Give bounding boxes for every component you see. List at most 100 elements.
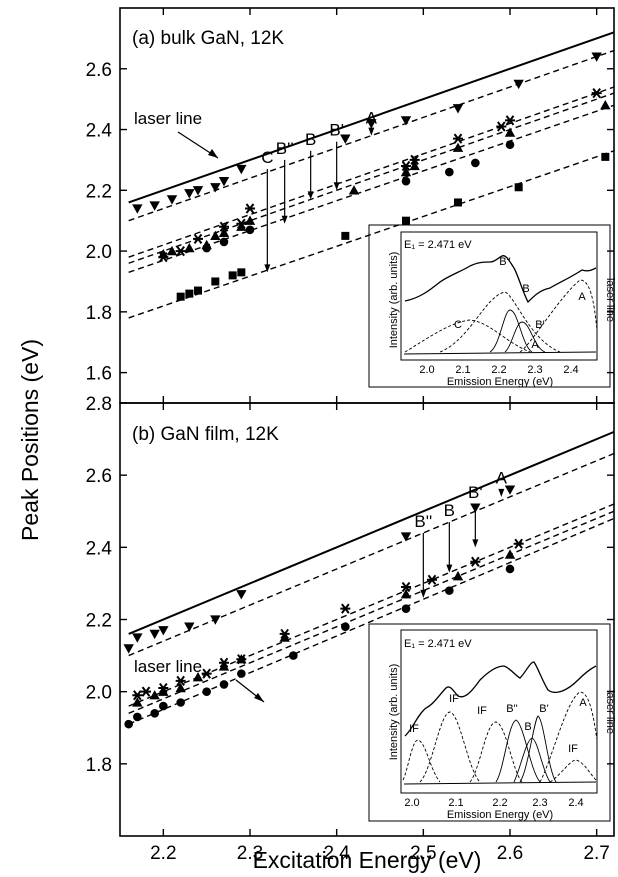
panel-a-fit-line <box>128 104 615 274</box>
panel-a-data-point <box>402 216 410 225</box>
panel-a-data-point <box>341 231 350 240</box>
panel-b-inset-ylabel: Intensity (arb. units) <box>388 664 400 761</box>
panel-a-inset-xtick: 2.0 <box>419 364 434 376</box>
x-tick-label: 2.5 <box>410 843 436 864</box>
panel-b-inset-baseline <box>403 781 597 785</box>
panel-a-inset-peak-curve <box>404 319 531 353</box>
panel-b-fit-line <box>128 517 615 725</box>
panel-a-inset-spectrum <box>404 255 597 304</box>
panel-b-inset-plot <box>400 629 598 794</box>
panel-a-data-point <box>149 201 160 211</box>
panel-b-y-tick-label: 2.6 <box>86 466 112 487</box>
panel-b-inset-xlabel: Emission Energy (eV) <box>447 809 553 821</box>
panel-b-data-point <box>132 633 143 643</box>
panel-a-data-point <box>194 286 202 295</box>
panel-a-inset-xtick: 2.4 <box>563 364 578 376</box>
panel-a-data-point <box>185 289 194 298</box>
panel-a-data-point <box>514 183 523 192</box>
panel-b-inset-xtick: 2.4 <box>568 797 583 809</box>
panel-a-data-point <box>218 227 230 238</box>
panel-a-data-point <box>445 167 454 177</box>
panel-b-inset-xtick: 2.1 <box>448 797 463 809</box>
panel-a-data-point <box>601 152 610 161</box>
panel-b-y-tick-label: 2.0 <box>86 683 112 704</box>
panel-a-data-point <box>505 140 515 150</box>
panel-a-inset: E₁ = 2.471 eV Intensity (arb. units) las… <box>368 224 616 388</box>
panel-a-annotation-arrowhead <box>281 215 288 224</box>
panel-a-y-tick-label: 2.0 <box>86 242 112 263</box>
panel-b-fit-line <box>128 503 615 707</box>
panel-a-data-point <box>218 177 230 187</box>
panel-b-data-point <box>175 682 186 693</box>
panel-b-inset-peak-label: A <box>579 697 587 709</box>
panel-a-data-point <box>158 248 169 259</box>
panel-b-inset-peak-label: IF <box>449 693 459 705</box>
panel-a-label: (a) bulk GaN, 12K <box>132 28 284 49</box>
panel-a-inset-peak-label: B <box>522 283 529 295</box>
panel-b-data-point <box>158 626 169 636</box>
panel-b-data-point <box>505 564 515 574</box>
panel-a-inset-peak-curve <box>489 309 533 353</box>
panel-b-y-tick-label: 2.2 <box>86 611 112 632</box>
panel-a-data-point <box>211 277 220 286</box>
panel-b-data-point <box>133 712 142 722</box>
panel-a-data-point <box>340 134 351 144</box>
panel-b-inset-peak-label: B' <box>539 703 548 715</box>
panel-a-annotation-arrowhead <box>307 191 314 200</box>
panel-a-annotation-arrowhead <box>264 264 271 273</box>
panel-b-inset-laser-label: laser line <box>604 690 616 734</box>
panel-a-data-point <box>166 245 178 256</box>
panel-a-data-point <box>245 225 255 235</box>
panel-b-inset-peak-label: B <box>524 721 531 733</box>
panel-b-data-point <box>289 651 298 660</box>
x-tick-label: 2.4 <box>323 843 350 864</box>
panel-b-data-point <box>192 672 204 682</box>
panel-a-annotation-label: B'' <box>276 139 294 158</box>
panel-a-data-point <box>237 268 246 277</box>
panel-b-data-point <box>202 687 211 696</box>
panel-b-annotation-label: B <box>444 501 455 520</box>
panel-a-inset-ylabel: Intensity (arb. units) <box>388 252 400 349</box>
panel-b-inset-peak-curve <box>469 721 523 783</box>
panel-a-data-point <box>400 116 412 126</box>
panel-a-annotation-arrowhead <box>333 182 340 191</box>
panel-b-inset-peak-curve <box>539 691 598 783</box>
panel-a-data-point <box>192 186 204 196</box>
panel-b-inset-peak-curve <box>419 711 481 783</box>
panel-b-fit-line <box>128 452 615 657</box>
panel-b-data-point <box>504 485 516 495</box>
panel-b-data-point <box>124 719 133 729</box>
panel-a-inset-peak-label: A <box>578 291 586 303</box>
panel-a-annotation-arrowhead <box>368 127 375 136</box>
panel-b-data-point <box>218 661 230 671</box>
panel-b-data-point <box>452 571 464 581</box>
x-tick-label: 2.6 <box>497 843 523 864</box>
panel-b-data-point <box>176 698 185 707</box>
panel-a-data-point <box>175 245 186 257</box>
panel-a-laser-line-label: laser line <box>134 109 202 128</box>
panel-b-inset-peak-curve <box>495 719 541 783</box>
panel-b-data-point <box>341 622 350 632</box>
chart-layer: 1.61.82.02.22.42.6C B'' B B'A2.2 2.3 2.4 2.5 2.… <box>86 8 615 864</box>
panel-a-data-point <box>505 115 515 126</box>
panel-b-inset-xtick: 2.2 <box>492 797 507 809</box>
panel-a-annotation-label: A <box>366 109 378 128</box>
panel-b-data-point <box>123 644 134 654</box>
panel-a-data-point <box>176 292 185 301</box>
panel-b-data-point <box>279 632 290 642</box>
panel-a-inset-xtick: 2.1 <box>455 364 470 376</box>
panel-a-inset-xlabel: Emission Energy (eV) <box>447 376 553 388</box>
panel-b-y-tick-label: 1.8 <box>86 755 112 776</box>
panel-b-y-tick-label: 2.4 <box>86 538 113 559</box>
panel-a-fit-line <box>128 86 615 258</box>
panel-a-inset-peak-curve <box>504 321 546 353</box>
panel-a-y-tick-label: 2.4 <box>86 121 113 142</box>
panel-a-data-point <box>236 164 247 175</box>
panel-a-y-tick-label: 1.6 <box>86 364 112 385</box>
panel-b-data-point <box>175 675 186 686</box>
panel-a-data-point <box>454 198 462 207</box>
panel-a-data-point <box>600 100 611 110</box>
panel-a-data-point <box>244 215 256 225</box>
panel-b-inset-title: E₁ = 2.471 eV <box>404 638 472 650</box>
panel-a-inset-peak-label: B' <box>535 319 544 331</box>
